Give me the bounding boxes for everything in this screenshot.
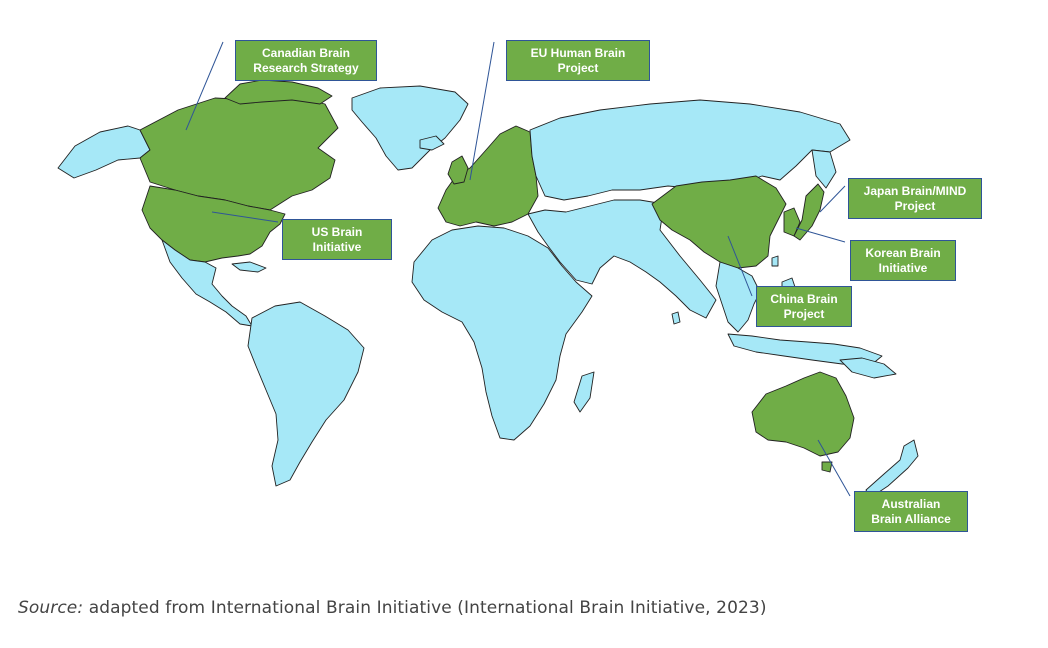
label-eu-line1: EU Human Brain	[530, 45, 626, 60]
south-america-region	[247, 301, 365, 487]
source-text: adapted from International Brain Initiat…	[83, 598, 767, 618]
kamchatka-region	[811, 149, 837, 189]
sri-lanka-region	[671, 311, 681, 325]
new-zealand-region	[865, 439, 919, 499]
mexico-central-america-region	[161, 239, 253, 327]
label-australian-brain-alliance: Australian Brain Alliance	[854, 491, 968, 532]
arctic-islands-region	[224, 79, 333, 105]
label-japan-line1: Japan Brain/MIND	[863, 183, 967, 198]
label-australia-line1: Australian	[881, 496, 941, 511]
middle-east-asia-region	[527, 199, 717, 319]
new-guinea-region	[839, 357, 897, 379]
uk-region	[447, 155, 469, 185]
label-canada-line2: Research Strategy	[253, 60, 359, 75]
caribbean-region	[231, 261, 267, 273]
taiwan-region	[771, 255, 779, 267]
leader-line-korea	[795, 227, 846, 243]
label-us-brain-initiative: US Brain Initiative	[282, 219, 392, 260]
label-japan-brain-mind-project: Japan Brain/MIND Project	[848, 178, 982, 219]
southeast-asia-region	[715, 261, 761, 333]
label-eu-line2: Project	[557, 60, 599, 75]
tasmania-region	[821, 461, 833, 473]
leader-line-japan	[819, 185, 846, 213]
label-korea-line1: Korean Brain	[865, 245, 941, 260]
label-korean-brain-initiative: Korean Brain Initiative	[850, 240, 956, 281]
label-china-line1: China Brain	[770, 291, 838, 306]
leader-line-canada	[185, 41, 224, 131]
russia-region	[529, 99, 851, 201]
label-eu-human-brain-project: EU Human Brain Project	[506, 40, 650, 81]
label-canada-line1: Canadian Brain	[261, 45, 351, 60]
leader-line-us	[211, 211, 279, 223]
japan-region	[793, 183, 825, 241]
label-japan-line2: Project	[894, 198, 936, 213]
label-china-brain-project: China Brain Project	[756, 286, 852, 327]
australia-region	[751, 371, 855, 457]
indonesia-region	[727, 333, 883, 367]
label-us-line2: Initiative	[312, 239, 362, 254]
source-caption: Source: adapted from International Brain…	[18, 598, 767, 618]
leader-line-eu	[469, 41, 495, 181]
label-korea-line2: Initiative	[878, 260, 928, 275]
leader-line-australia	[817, 439, 851, 497]
source-prefix: Source:	[18, 598, 84, 618]
africa-region	[411, 225, 593, 441]
greenland-region	[351, 85, 469, 171]
iceland-region	[419, 135, 445, 151]
leader-line-china	[727, 235, 753, 297]
label-china-line2: Project	[783, 306, 825, 321]
china-region	[651, 175, 787, 269]
world-map	[57, 41, 919, 499]
madagascar-region	[573, 371, 595, 413]
label-us-line1: US Brain	[311, 224, 363, 239]
label-canadian-brain-research-strategy: Canadian Brain Research Strategy	[235, 40, 377, 81]
label-australia-line2: Brain Alliance	[871, 511, 951, 526]
alaska-region	[57, 125, 151, 179]
